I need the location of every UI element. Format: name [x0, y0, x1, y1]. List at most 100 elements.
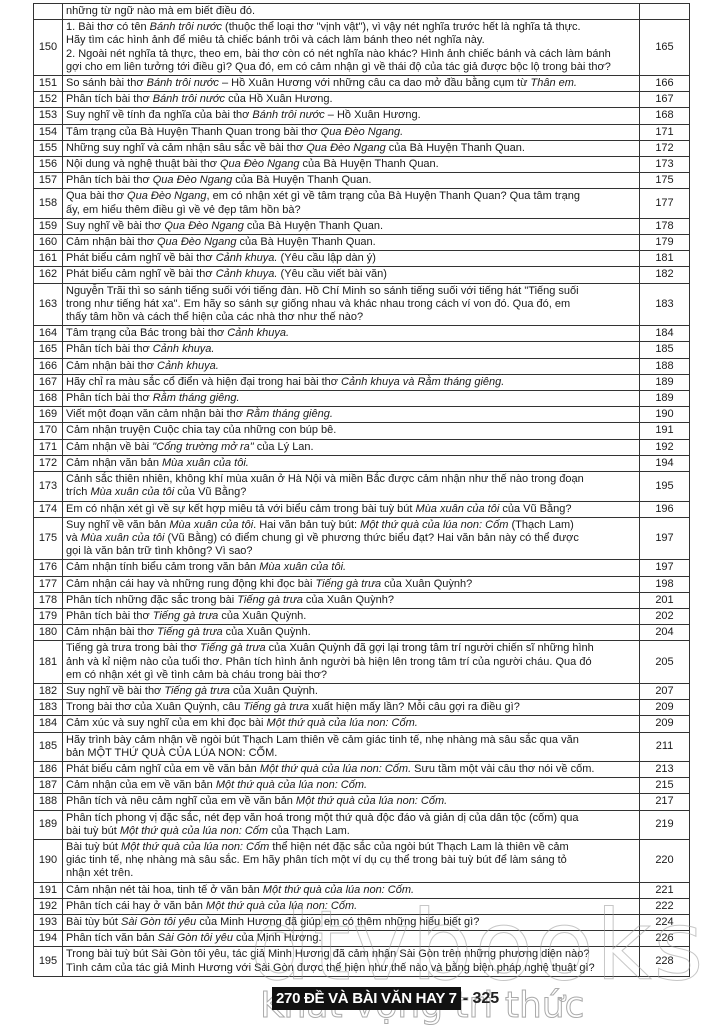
text-segment: Cảm nhận văn bản	[66, 456, 163, 469]
row-page: 201	[639, 591, 690, 609]
table-row: 164 Tâm trạng của Bác trong bài thơ Cảnh …	[33, 325, 690, 343]
text-segment: Cảm nhận về bài	[66, 440, 153, 453]
work-title: Mùa xuân của tôi	[90, 486, 175, 499]
work-title: Mùa xuân của tôi	[80, 531, 165, 544]
row-page: 209	[639, 699, 690, 717]
row-number: 158	[33, 188, 63, 219]
row-page: 173	[639, 156, 690, 174]
work-title: Tiếng gà trưa	[157, 626, 223, 639]
table-row: 195 Trong bài tuỳ bút Sài Gòn tôi yêu, tá…	[33, 946, 690, 977]
text-segment: Cảm nhận tính biểu cảm trong văn bản	[66, 561, 260, 574]
row-number: 172	[33, 454, 63, 473]
row-title: Phân tích bài thơ Bánh trôi nước của Hồ …	[62, 91, 640, 109]
text-segment: – Hồ Xuân Hương.	[324, 109, 421, 122]
table-row: 157 Phân tích bài thơ Qua Đèo Ngang của B…	[33, 172, 690, 190]
table-row: 189 Phân tích phong vị đặc sắc, nét đẹp v…	[33, 809, 690, 840]
table-row: 161 Phát biểu cảm nghĩ về bài thơ Cảnh kh…	[33, 250, 690, 268]
text-segment: (Vũ Bằng) có điểm chung gì về phương thứ…	[66, 531, 579, 558]
text-segment: Cảnh sắc thiên nhiên, không khí mùa xuân…	[66, 473, 584, 499]
row-title: Suy nghĩ về bài thơ Qua Đèo Ngang của Bà…	[62, 217, 640, 236]
page-number: - 325	[462, 989, 500, 1007]
table-row: 166 Cảm nhận bài thơ Cảnh khuya. 188	[33, 357, 690, 375]
text-segment: của Bà Huyện Thanh Quan.	[385, 141, 525, 154]
row-title: Tâm trạng của Bác trong bài thơ Cảnh khu…	[62, 325, 640, 343]
row-number: 182	[33, 682, 63, 701]
text-segment: của Vũ Bằng?	[174, 486, 247, 499]
text-segment: Nguyễn Trãi thì so sánh tiếng suối với t…	[66, 284, 579, 324]
text-segment: Cảm nhận bài thơ	[66, 236, 157, 249]
row-title: Cảnh sắc thiên nhiên, không khí mùa xuân…	[62, 471, 640, 502]
table-row: 188 Phân tích và nêu cảm nghĩ của em về v…	[33, 793, 690, 811]
table-row: 150 1. Bài thơ có tên Bánh trôi nước (thu…	[33, 19, 690, 77]
row-title: Suy nghĩ về tính đa nghĩa của bài thơ Bá…	[62, 107, 640, 125]
table-row: 183 Trong bài thơ của Xuân Quỳnh, câu Tiế…	[33, 699, 690, 717]
row-number: 193	[33, 913, 63, 932]
text-segment: xuất hiện mấy lần? Mỗi câu gợi ra điều g…	[309, 701, 520, 714]
row-title: Phân tích và nêu cảm nghĩ của em về văn …	[62, 793, 640, 811]
row-title: Cảm nhận truyện Cuộc chia tay của những …	[62, 422, 640, 440]
row-page: 175	[639, 172, 690, 190]
work-title: Qua Đèo Ngang	[152, 174, 233, 187]
text-segment: Phân tích những đặc sắc trong bài	[66, 593, 238, 606]
text-segment: của Xuân Quỳnh?	[381, 577, 473, 590]
table-row: 177 Cảm nhận cái hay và những rung động k…	[33, 575, 690, 593]
row-page: 204	[639, 624, 690, 642]
work-title: Bánh trôi nước	[252, 109, 325, 122]
row-number: 153	[33, 107, 63, 125]
work-title: Một thứ quà của lúa non: Cốm.	[295, 795, 448, 808]
table-row: 153 Suy nghĩ về tính đa nghĩa của bài thơ…	[33, 107, 690, 125]
text-segment: Phân tích phong vị đặc sắc, nét đẹp văn …	[66, 811, 579, 837]
row-page: 228	[639, 946, 690, 977]
work-title: Qua Đèo Ngang	[306, 141, 386, 154]
text-segment: Cảm nhận bài thơ	[66, 359, 157, 372]
row-title: Em có nhận xét gì về sự kết hợp miêu tả …	[62, 500, 640, 518]
row-number: 165	[33, 341, 63, 359]
row-number: 168	[33, 390, 63, 408]
text-segment: Sưu tầm một vài câu thơ nói về cốm.	[411, 762, 595, 775]
table-row: 180 Cảm nhận bài thơ Tiếng gà trưa của Xu…	[33, 624, 690, 642]
table-row: 191 Cảm nhận nét tài hoa, tinh tế ở văn b…	[33, 881, 690, 899]
table-row: 158 Qua bài thơ Qua Đèo Ngang, em có nhận…	[33, 188, 690, 219]
table-row: 168 Phân tích bài thơ Rằm tháng giêng. 189	[33, 390, 690, 408]
row-title: Suy nghĩ về văn bản Mùa xuân của tôi. Ha…	[62, 516, 640, 561]
table-row: 155 Những suy nghĩ và cảm nhận sâu sắc về…	[33, 139, 690, 158]
work-title: Tiếng gà trưa	[200, 642, 266, 655]
row-number: 167	[33, 373, 63, 392]
text-segment: Phân tích bài thơ	[66, 174, 153, 187]
table-row: 152 Phân tích bài thơ Bánh trôi nước của …	[33, 91, 690, 109]
row-number: 180	[33, 624, 63, 642]
text-segment: Phân tích và nêu cảm nghĩ của em về văn …	[66, 795, 296, 808]
text-segment: của Thạch Lam.	[268, 824, 350, 837]
row-title: những từ ngữ nào mà em biết điều đó.	[62, 2, 640, 21]
text-segment: của Xuân Quỳnh.	[222, 626, 311, 639]
row-number: 175	[33, 516, 63, 561]
text-segment: Qua bài thơ	[66, 190, 128, 203]
text-segment: của Minh Hương.	[232, 932, 322, 945]
text-segment: Cảm nhận truyện Cuộc chia tay của những …	[66, 424, 337, 437]
table-row: 151 So sánh bài thơ Bánh trôi nước – Hồ X…	[33, 75, 690, 93]
row-title: Cảm nhận bài thơ Tiếng gà trưa của Xuân …	[62, 624, 640, 642]
row-page: 165	[639, 19, 690, 77]
work-title: Một thứ quà của lúa non: Cốm.	[215, 779, 368, 792]
row-number: 179	[33, 607, 63, 626]
row-title: Cảm nhận bài thơ Qua Đèo Ngang của Bà Hu…	[62, 234, 640, 252]
table-row: 184 Cảm xúc và suy nghĩ của em khi đọc bà…	[33, 715, 690, 733]
row-number: 151	[33, 75, 63, 93]
table-row: 173 Cảnh sắc thiên nhiên, không khí mùa x…	[33, 471, 690, 502]
row-number: 169	[33, 406, 63, 424]
table-row: 160 Cảm nhận bài thơ Qua Đèo Ngang của Bà…	[33, 234, 690, 252]
row-page: 211	[639, 731, 690, 762]
row-page: 197	[639, 516, 690, 561]
row-number: 159	[33, 217, 63, 236]
row-title: Cảm nhận văn bản Mùa xuân của tôi.	[62, 454, 640, 473]
row-page: 184	[639, 325, 690, 343]
table-row: 163 Nguyễn Trãi thì so sánh tiếng suối vớ…	[33, 282, 690, 327]
table-row: 185 Hãy trình bày cảm nhận về ngòi bút Th…	[33, 731, 690, 762]
text-segment: Phân tích bài thơ	[66, 392, 153, 405]
row-page: 195	[639, 471, 690, 502]
row-number: 173	[33, 471, 63, 502]
work-title: Qua Đèo Ngang	[157, 236, 237, 249]
work-title: Một thứ quà của lúa non: Cốm	[360, 518, 509, 531]
table-row: 165 Phân tích bài thơ Cảnh khuya. 185	[33, 341, 690, 359]
text-segment: So sánh bài thơ	[66, 77, 147, 90]
